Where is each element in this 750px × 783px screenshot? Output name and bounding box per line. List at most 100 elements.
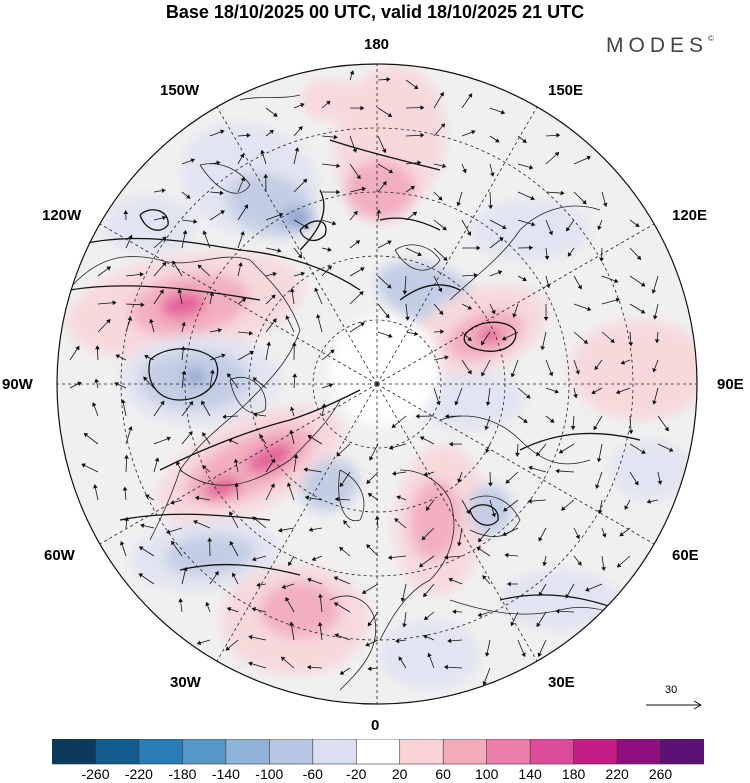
wind-arrow-head [314, 287, 319, 292]
wind-arrow [285, 597, 295, 613]
wind-arrow-head [602, 202, 608, 208]
wind-arrow [365, 639, 379, 647]
wind-arrow [485, 443, 491, 454]
anomaly-blob [105, 195, 195, 255]
wind-arrow [256, 582, 267, 588]
height-contours [59, 139, 641, 611]
wind-arrow [377, 303, 390, 319]
wind-arrow-head [367, 621, 373, 627]
wind-arrow [233, 458, 239, 473]
wind-arrow-head [81, 463, 86, 468]
colorbar-swatch [660, 739, 704, 765]
wind-arrow [510, 611, 519, 627]
wind-arrow [395, 638, 407, 644]
wind-arrow-head [252, 377, 258, 382]
wind-arrow [517, 135, 527, 143]
wind-arrow [349, 135, 357, 153]
colorbar-swatch [529, 739, 575, 765]
wind-arrow [95, 345, 100, 361]
wind-arrow-head [457, 542, 462, 547]
wind-arrow [419, 436, 435, 445]
wind-arrow-head [251, 607, 256, 612]
wind-arrow-head [466, 231, 472, 236]
wind-arrow-head [391, 471, 397, 476]
wind-arrow [489, 163, 495, 177]
wind-arrow [447, 638, 463, 644]
wind-arrow [405, 185, 415, 193]
wind-arrow-head [522, 138, 527, 143]
wind-arrow [193, 519, 211, 529]
wind-arrow-head [505, 479, 510, 484]
wind-arrow-head [427, 652, 432, 658]
wind-arrow [542, 555, 547, 567]
wind-arrow [620, 359, 631, 365]
wind-arrow [477, 611, 491, 618]
wind-arrow-head [307, 435, 312, 440]
wind-arrow [657, 443, 674, 452]
wind-arrow [318, 593, 323, 613]
wind-arrow [124, 454, 129, 473]
wind-arrow [510, 359, 519, 378]
wind-arrow-head [139, 272, 144, 277]
wind-arrow [591, 387, 603, 395]
wind-arrow-head [601, 566, 606, 572]
wind-arrow [601, 275, 619, 284]
wind-arrow-head [549, 418, 555, 423]
wind-arrow-head [170, 500, 175, 505]
contour-line [379, 217, 441, 231]
colorbar [52, 739, 704, 765]
wind-arrow [181, 370, 187, 389]
wind-arrow-head [270, 483, 275, 488]
wind-arrow-head [122, 486, 128, 491]
wind-arrow [377, 331, 393, 338]
wind-arrow-head [586, 306, 592, 312]
wind-arrow-head [454, 401, 459, 406]
wind-arrow-head [112, 300, 117, 306]
wind-arrow [289, 288, 295, 305]
map-border [56, 63, 698, 705]
wind-arrow-head [448, 577, 453, 583]
colorbar-tick-label: 260 [648, 766, 673, 782]
wind-arrow-head [619, 532, 624, 537]
meridian-line [216, 383, 378, 662]
wind-arrow-head [285, 315, 290, 320]
lon-label-60e: 60E [672, 547, 699, 564]
colorbar-tick-label: 100 [475, 766, 499, 782]
wind-arrow-head [180, 346, 186, 351]
wind-arrow [599, 247, 604, 262]
wind-arrow [433, 329, 445, 335]
wind-arrow-head [166, 436, 172, 442]
wind-arrow [457, 471, 463, 484]
wind-arrow [566, 219, 575, 232]
colorbar-swatch [486, 739, 531, 765]
wind-arrow [207, 537, 213, 557]
wind-arrow-head [318, 593, 323, 598]
wind-arrow [349, 240, 361, 249]
wind-arrow-head [443, 256, 448, 261]
wind-arrow-head [500, 109, 506, 115]
wind-arrow [489, 107, 506, 115]
wind-arrow-head [297, 253, 303, 259]
wind-arrow-head [317, 621, 323, 627]
wind-arrow [433, 275, 443, 293]
wind-arrow [545, 387, 559, 394]
wind-arrow [265, 483, 275, 501]
wind-arrow [124, 516, 129, 529]
wind-arrow [234, 482, 240, 501]
colorbar-tick-label: -100 [255, 766, 284, 782]
wind-arrow [377, 275, 392, 289]
wind-arrow [293, 126, 303, 137]
wind-arrow [405, 79, 419, 90]
wind-arrow [461, 129, 476, 137]
wind-arrow-head [526, 394, 531, 399]
wind-arrow-head [548, 230, 554, 236]
wind-arrow-head [280, 656, 286, 661]
wind-arrow-head [596, 458, 602, 463]
wind-arrow [418, 555, 435, 568]
wind-arrow [349, 291, 364, 305]
wind-arrow-head [290, 406, 295, 411]
wind-arrow-head [234, 482, 240, 487]
lon-label-90e: 90E [717, 376, 744, 393]
wind-arrow [237, 204, 249, 221]
wind-arrow-head [162, 236, 167, 241]
